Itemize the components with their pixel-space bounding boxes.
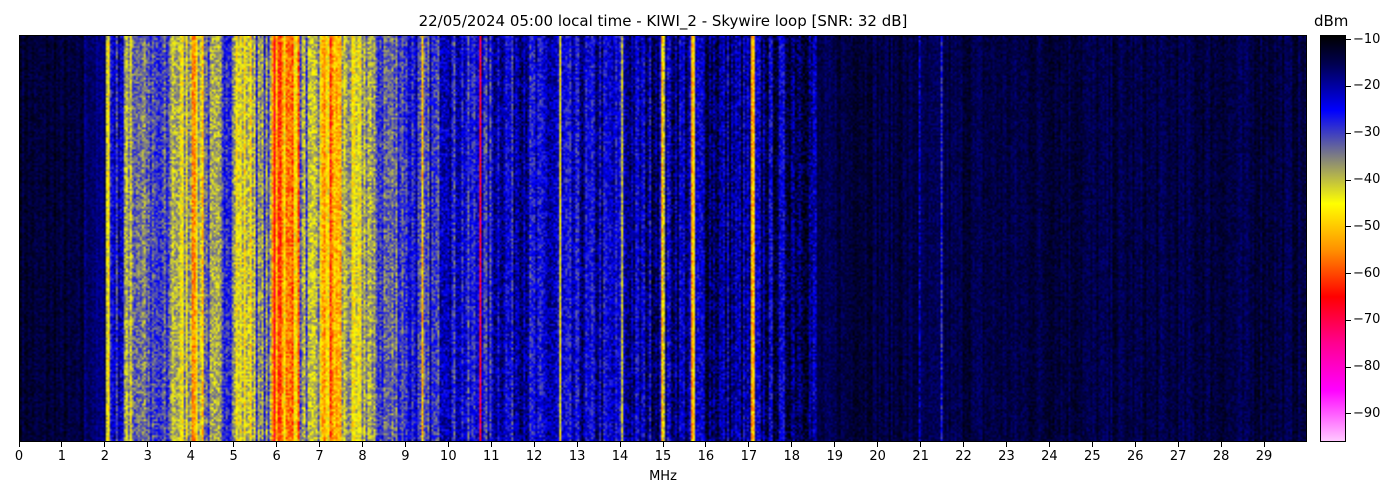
x-tick-label: 25: [1084, 449, 1101, 464]
x-tick: [1134, 442, 1136, 447]
colorbar-tick: [1346, 366, 1351, 368]
colorbar-tick-label: −90: [1353, 405, 1381, 421]
x-tick-label: 16: [697, 449, 715, 464]
x-tick: [791, 442, 793, 447]
x-tick-label: 27: [1169, 449, 1187, 464]
waterfall-plot: [19, 35, 1307, 442]
x-tick: [619, 442, 621, 447]
x-tick: [834, 442, 836, 447]
colorbar-tick-label: −10: [1353, 31, 1381, 47]
x-tick-label: 22: [955, 449, 972, 464]
x-tick: [533, 442, 535, 447]
chart-title: 22/05/2024 05:00 local time - KIWI_2 - S…: [418, 12, 908, 30]
colorbar-tick-label: −40: [1353, 172, 1381, 188]
x-tick: [1220, 442, 1222, 447]
x-tick-label: 8: [358, 449, 367, 464]
x-tick-label: 17: [740, 449, 758, 464]
x-tick-label: 0: [14, 449, 24, 464]
x-tick: [1005, 442, 1007, 447]
x-tick: [490, 442, 492, 447]
x-tick-label: 2: [100, 449, 109, 464]
x-tick: [190, 442, 192, 447]
colorbar-tick: [1346, 179, 1351, 181]
colorbar-tick-label: −20: [1353, 78, 1381, 94]
colorbar-tick: [1346, 226, 1351, 228]
x-tick: [705, 442, 707, 447]
x-tick-label: 28: [1212, 449, 1230, 464]
x-tick-label: 7: [315, 449, 324, 464]
colorbar-tick: [1346, 39, 1351, 41]
x-tick: [319, 442, 321, 447]
colorbar-tick: [1346, 85, 1351, 87]
x-tick-label: 18: [783, 449, 801, 464]
x-tick-label: 1: [57, 449, 67, 464]
x-tick: [147, 442, 149, 447]
x-tick: [1091, 442, 1093, 447]
colorbar-tick: [1346, 319, 1351, 321]
x-tick: [1263, 442, 1265, 447]
x-tick: [276, 442, 278, 447]
x-tick: [1048, 442, 1050, 447]
x-tick-label: 23: [998, 449, 1015, 464]
colorbar-tick-label: −80: [1353, 359, 1381, 375]
x-tick-label: 21: [912, 449, 929, 464]
x-tick-label: 10: [440, 449, 457, 464]
x-tick: [447, 442, 449, 447]
x-tick: [920, 442, 922, 447]
waterfall-heatmap: [20, 36, 1306, 441]
x-tick: [233, 442, 235, 447]
x-tick: [576, 442, 578, 447]
x-tick: [662, 442, 664, 447]
x-tick: [61, 442, 63, 447]
x-tick-label: 13: [568, 449, 586, 464]
colorbar-tick: [1346, 132, 1351, 134]
colorbar-tick-label: −50: [1353, 218, 1381, 234]
x-tick-label: 3: [143, 449, 152, 464]
colorbar-tick-label: −60: [1353, 265, 1381, 281]
x-tick-label: 29: [1255, 449, 1273, 464]
x-tick-label: 5: [229, 449, 238, 464]
x-tick: [877, 442, 879, 447]
colorbar-tick: [1346, 273, 1351, 275]
x-tick-label: 4: [186, 449, 195, 464]
x-tick-label: 12: [525, 449, 543, 464]
x-tick-label: 11: [482, 449, 500, 464]
x-tick-label: 9: [401, 449, 410, 464]
x-tick-label: 20: [869, 449, 886, 464]
x-tick: [404, 442, 406, 447]
x-tick-label: 15: [654, 449, 672, 464]
x-tick: [748, 442, 750, 447]
x-tick: [963, 442, 965, 447]
colorbar-label: dBm: [1314, 12, 1349, 30]
x-tick-label: 19: [826, 449, 843, 464]
x-tick-label: 26: [1126, 449, 1144, 464]
x-tick-label: 6: [272, 449, 281, 464]
x-tick: [1177, 442, 1179, 447]
x-tick: [361, 442, 363, 447]
x-tick-label: 14: [611, 449, 629, 464]
colorbar-tick: [1346, 413, 1351, 415]
colorbar: [1320, 35, 1346, 442]
colorbar-tick-label: −30: [1353, 125, 1381, 141]
colorbar-tick-label: −70: [1353, 312, 1381, 328]
x-tick: [18, 442, 20, 447]
x-tick-label: 24: [1041, 449, 1058, 464]
x-axis-label: MHz: [649, 469, 677, 484]
x-tick: [104, 442, 106, 447]
